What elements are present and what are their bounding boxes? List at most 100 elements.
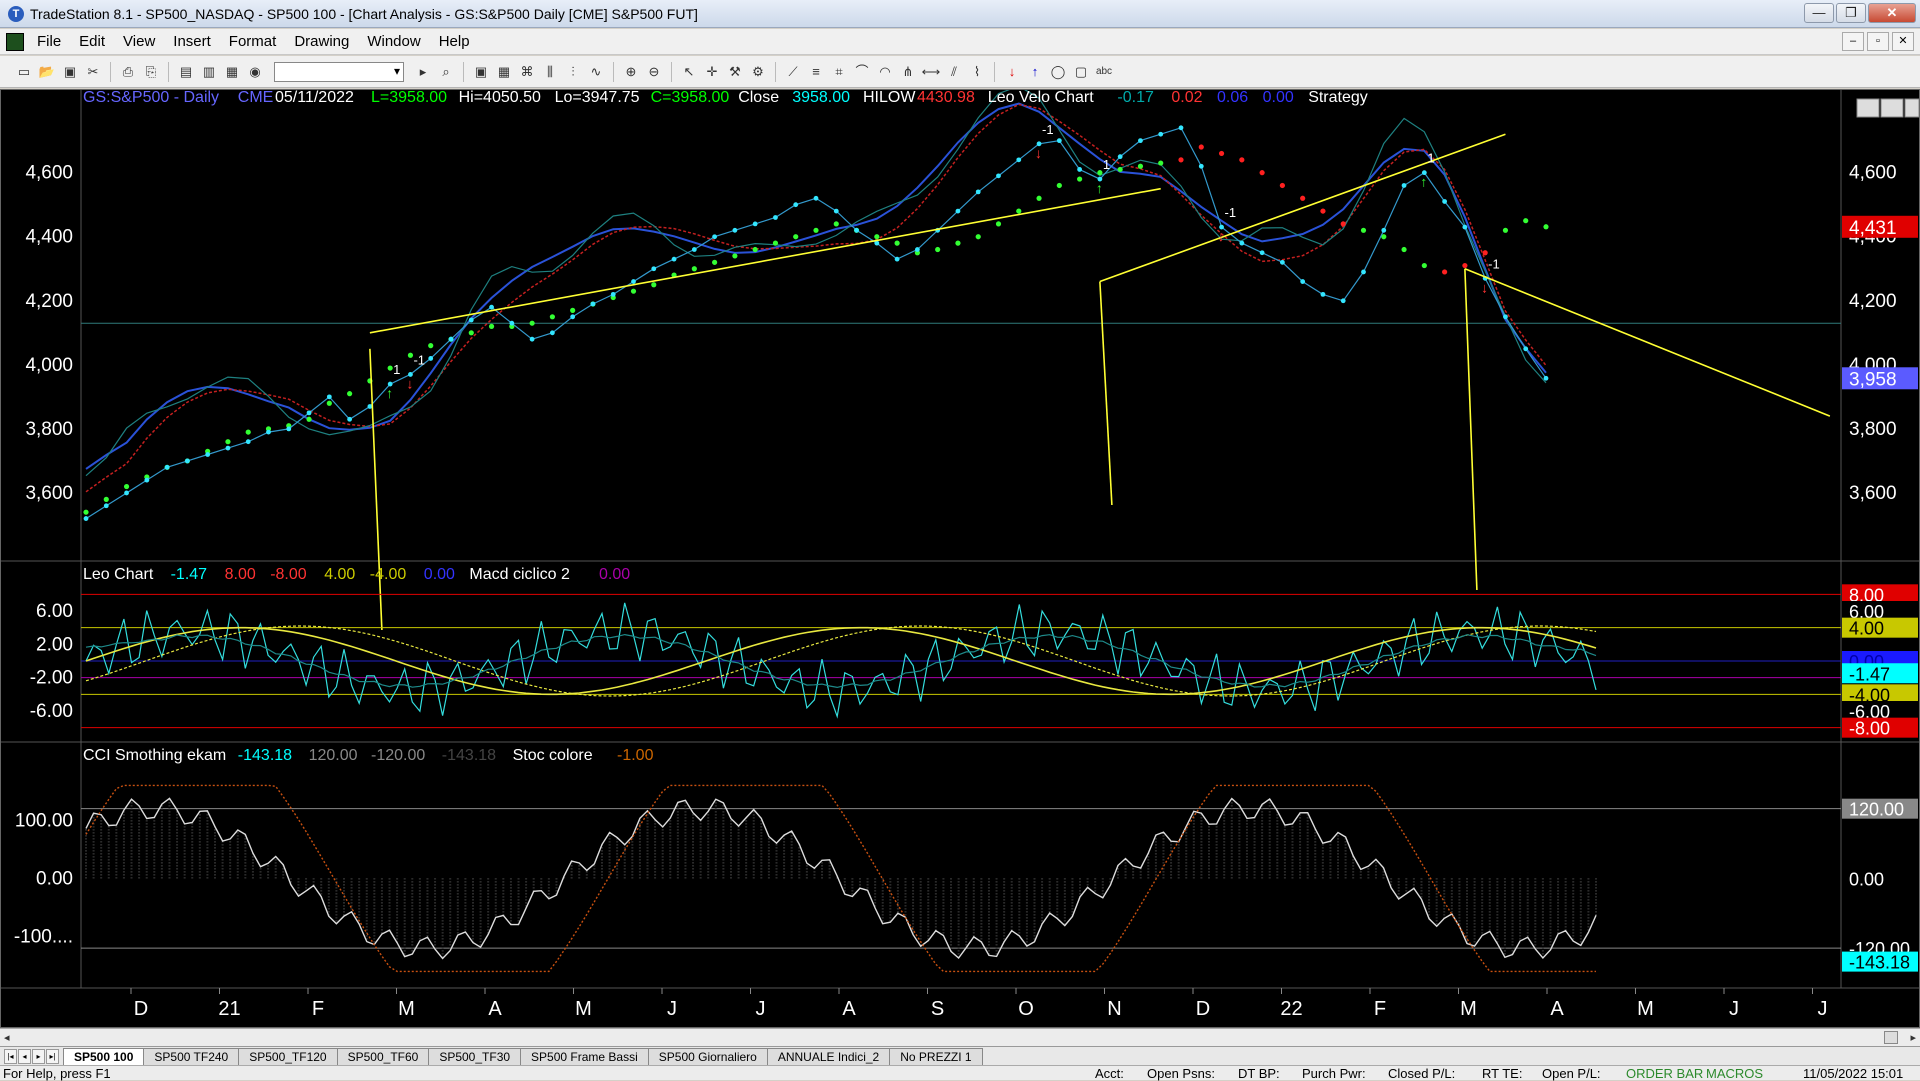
price-point (1016, 157, 1022, 163)
chart-analysis-window[interactable]: 4,6004,6004,4004,4004,2004,2004,0004,000… (0, 85, 1920, 1028)
cci-legend-item: Stoc colore (513, 747, 593, 764)
tab-sp500-frame-bassi[interactable]: SP500 Frame Bassi (520, 1048, 649, 1065)
arrow-up-blue-icon[interactable]: ↑ (1031, 63, 1039, 79)
hilow-point (691, 266, 697, 272)
price-legend-item: Close (738, 90, 779, 106)
chart-window-icon[interactable] (6, 32, 24, 51)
gann-icon[interactable]: ⌗ (835, 63, 843, 79)
ellipse-icon[interactable]: ◯ (1050, 63, 1066, 79)
minimize-button[interactable]: — (1804, 3, 1834, 23)
menu-file[interactable]: File (37, 33, 62, 50)
tab-last-icon[interactable]: ▸| (46, 1049, 59, 1064)
price-point (326, 394, 332, 400)
analysis-icon[interactable]: ⌘ (520, 63, 534, 79)
status-acct: Acct: (1095, 1066, 1124, 1081)
hilow-point (570, 307, 576, 313)
trendline-icon[interactable]: ⟋ (788, 63, 798, 79)
strategy-arrow-icon: ↓ (1481, 279, 1488, 295)
cut-icon[interactable]: ✂ (87, 63, 99, 79)
hilow-point (935, 246, 941, 253)
rectangle-icon[interactable]: ▢ (1074, 63, 1088, 79)
tab-next-icon[interactable]: ▸ (32, 1049, 45, 1064)
close-button[interactable]: ✕ (1868, 3, 1916, 23)
zoom-out-icon[interactable]: ⊖ (648, 63, 660, 79)
print-preview-icon[interactable]: ⎘ (145, 63, 157, 79)
mdi-close-button[interactable]: ✕ (1892, 32, 1914, 51)
scroll-thumb[interactable] (1884, 1031, 1898, 1044)
pitchfork-icon[interactable]: ⋔ (902, 63, 914, 79)
tab-sp500-tf120[interactable]: SP500_TF120 (238, 1048, 338, 1065)
tab-sp500-giornaliero[interactable]: SP500 Giornaliero (647, 1048, 768, 1065)
crosshair-icon[interactable]: ✛ (706, 63, 718, 79)
hilow-point (1543, 224, 1549, 230)
text-icon[interactable]: abc (1095, 65, 1113, 77)
zoom-in-icon[interactable]: ⊕ (625, 63, 637, 79)
grid-icon[interactable]: ▦ (497, 63, 511, 79)
hilow-point (1117, 166, 1123, 173)
search-icon[interactable]: ⌕ (442, 63, 450, 79)
candles-icon[interactable]: ⫶ (571, 63, 575, 79)
menu-insert[interactable]: Insert (173, 33, 211, 50)
matrix-icon[interactable]: ▦ (225, 63, 239, 79)
cci-tag (1842, 868, 1918, 889)
price-point (1056, 138, 1062, 144)
menu-format[interactable]: Format (228, 33, 277, 50)
tab-sp500-tf30[interactable]: SP500_TF30 (428, 1048, 522, 1065)
tab-no-prezzi[interactable]: No PREZZI 1 (889, 1048, 983, 1065)
status-macros[interactable]: MACROS (1706, 1066, 1764, 1081)
chart-icon[interactable]: ▤ (179, 63, 193, 79)
open-icon[interactable]: 📂 (38, 63, 56, 79)
tab-annuale-indici[interactable]: ANNUALE Indici_2 (766, 1048, 891, 1065)
news-icon[interactable]: ◉ (249, 63, 261, 79)
fib-icon[interactable]: ≡ (812, 63, 820, 79)
arc-icon[interactable]: ◠ (879, 63, 891, 79)
tab-sp500-100[interactable]: SP500 100 (63, 1048, 145, 1065)
pointer-icon[interactable]: ↖ (683, 63, 695, 79)
symbol-combo[interactable] (274, 61, 404, 82)
tab-sp500-tf60[interactable]: SP500_TF60 (336, 1048, 430, 1065)
horizontal-scrollbar[interactable]: ◂ ▸ (0, 1028, 1920, 1046)
tab-first-icon[interactable]: |◂ (4, 1049, 17, 1064)
hilow-point (1218, 150, 1225, 157)
layout-icon[interactable]: ▣ (474, 63, 488, 79)
status-order-bar[interactable]: ORDER BAR (1626, 1066, 1704, 1081)
curve-icon[interactable]: ⌒ (855, 63, 869, 79)
macd-legend-item: -8.00 (270, 566, 307, 583)
chart-svg[interactable]: 4,6004,6004,4004,4004,2004,2004,0004,000… (1, 85, 1920, 1027)
tab-prev-icon[interactable]: ◂ (18, 1049, 31, 1064)
scroll-right-icon[interactable]: ▸ (1910, 1032, 1916, 1044)
price-y-tick-left: 3,800 (25, 419, 73, 440)
horizontal-line-icon[interactable]: ⟷ (921, 63, 941, 79)
price-point (1320, 291, 1326, 297)
price-point (286, 426, 292, 432)
menu-drawing[interactable]: Drawing (294, 33, 350, 50)
hilow-point (651, 282, 657, 288)
line-chart-icon[interactable]: ∿ (590, 63, 602, 79)
save-icon[interactable]: ▣ (63, 63, 77, 79)
bars-icon[interactable]: ⫼ (547, 63, 553, 79)
channel-icon[interactable]: ⫽ (951, 63, 957, 79)
arrow-down-red-icon[interactable]: ↓ (1008, 63, 1016, 79)
mdi-minimize-button[interactable]: – (1842, 32, 1864, 51)
status-purch-pwr: Purch Pwr: (1302, 1066, 1366, 1081)
settings-icon[interactable]: ⚙ (752, 63, 764, 79)
restore-button[interactable]: ❐ (1836, 3, 1866, 23)
menu-window[interactable]: Window (367, 33, 421, 50)
print-icon[interactable]: ⎙ (122, 63, 134, 79)
scroll-left-icon[interactable]: ◂ (4, 1032, 10, 1044)
cci-tag-label: -143.18 (1849, 953, 1910, 973)
mdi-restore-button[interactable]: ▫ (1867, 32, 1889, 51)
tools-icon[interactable]: ⚒ (729, 63, 741, 79)
macd-legend-item: -1.47 (171, 566, 208, 583)
hilow-point (1360, 227, 1367, 233)
radar-icon[interactable]: ▥ (202, 63, 216, 79)
new-icon[interactable]: ▭ (17, 63, 31, 79)
strategy-signal-label: -1 (1488, 256, 1500, 271)
freehand-icon[interactable]: ⌇ (973, 63, 981, 79)
arrow-right-icon[interactable]: ▸ (419, 63, 427, 79)
menu-view[interactable]: View (123, 33, 156, 50)
tab-sp500-tf240[interactable]: SP500 TF240 (143, 1048, 240, 1065)
menu-help[interactable]: Help (438, 33, 470, 50)
menu-edit[interactable]: Edit (79, 33, 106, 50)
hilow-point (1259, 170, 1265, 176)
